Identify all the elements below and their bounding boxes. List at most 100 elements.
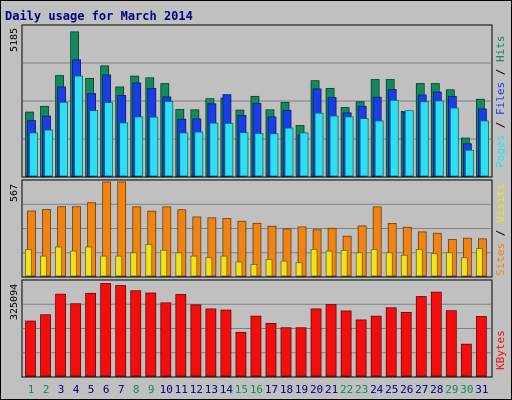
bar-sites-day-31 [475,248,483,277]
bar-kbytes-day-27 [415,296,427,377]
day-label-21: 21 [325,383,338,396]
bar-pages-day-22 [344,116,354,177]
bar-sites-day-6 [100,255,108,277]
day-label-1: 1 [28,383,35,396]
bar-kbytes-day-14 [220,309,232,377]
bar-sites-day-20 [310,249,318,277]
bar-pages-day-11 [179,132,189,177]
bar-kbytes-day-1 [25,320,36,377]
legend-separator: / [494,115,507,135]
bar-sites-day-28 [430,253,438,277]
bar-kbytes-day-17 [265,322,277,377]
day-label-16: 16 [250,383,263,396]
day-label-9: 9 [148,383,155,396]
bar-pages-day-13 [209,122,219,177]
bar-pages-day-29 [449,107,459,177]
bar-pages-day-2 [44,129,53,177]
day-label-5: 5 [88,383,95,396]
bar-sites-day-4 [70,250,77,277]
top-y-max-label: 5185 [9,28,20,52]
bar-sites-day-18 [280,260,288,277]
day-label-22: 22 [340,383,353,396]
bar-pages-day-30 [464,149,474,177]
bar-kbytes-day-30 [460,343,472,377]
bottom-legend: KBytes [494,330,507,370]
bar-kbytes-day-16 [250,315,262,377]
day-label-27: 27 [415,383,428,396]
day-label-6: 6 [103,383,110,396]
bar-pages-day-25 [389,99,399,177]
chart-title: Daily usage for March 2014 [5,9,193,23]
day-label-10: 10 [160,383,173,396]
bar-sites-day-29 [445,252,453,277]
legend-sites: Sites [494,243,507,276]
bar-pages-day-21 [329,115,339,177]
bar-pages-day-23 [359,118,369,177]
bar-sites-day-22 [340,249,348,277]
day-label-11: 11 [175,383,188,396]
bar-pages-day-18 [284,127,294,177]
legend-files: Files [494,82,507,115]
middle-y-max-label: 567 [9,184,20,202]
day-label-19: 19 [295,383,308,396]
bar-sites-day-12 [190,255,198,277]
bar-sites-day-5 [85,246,93,277]
bottom-panel-bars [25,283,487,377]
bottom-y-max-label: 325094 [9,284,20,320]
bar-sites-day-26 [400,254,408,277]
bar-sites-day-14 [220,255,228,277]
bar-kbytes-day-15 [235,331,247,377]
bar-pages-day-6 [104,102,114,177]
bar-pages-day-12 [194,131,204,177]
bar-pages-day-17 [269,133,279,177]
bar-sites-day-30 [460,257,468,277]
bar-pages-day-10 [164,101,174,177]
legend-separator: / [494,223,507,243]
middle-panel-bars [25,181,487,277]
legend-separator: / [494,62,507,82]
bar-kbytes-day-20 [310,308,322,377]
day-label-26: 26 [400,383,413,396]
day-label-3: 3 [58,383,65,396]
legend-kbytes: KBytes [494,330,507,370]
day-label-13: 13 [205,383,218,396]
bar-kbytes-day-7 [115,285,127,377]
top-legend: Pages / Files / Hits [494,36,507,169]
bar-sites-day-9 [145,244,153,277]
bar-pages-day-15 [239,132,249,177]
bar-pages-day-24 [374,120,384,177]
legend-visits: Visits [494,183,507,223]
day-label-15: 15 [235,383,248,396]
bar-pages-day-19 [299,132,309,177]
day-label-2: 2 [43,383,50,396]
legend-hits: Hits [494,36,507,63]
bar-sites-day-11 [175,252,183,277]
day-label-25: 25 [385,383,398,396]
bar-pages-day-9 [149,116,159,177]
bar-pages-day-5 [89,110,99,177]
bar-kbytes-day-21 [325,304,337,377]
bar-kbytes-day-5 [85,292,97,377]
day-label-4: 4 [73,383,80,396]
bar-pages-day-26 [404,110,414,177]
day-axis-labels: 1 2 3 4 5 6 7 8 9 10 11 12 13 14 15 16 17 18 19 20 21 22 23 24 2… [28,383,489,396]
bar-sites-day-13 [205,257,213,277]
bar-kbytes-day-13 [205,308,217,377]
day-label-28: 28 [430,383,443,396]
bar-sites-day-15 [235,261,243,277]
bar-sites-day-10 [160,249,168,277]
day-label-20: 20 [310,383,323,396]
bar-kbytes-day-8 [130,290,142,377]
day-label-14: 14 [220,383,234,396]
bar-sites-day-24 [370,249,378,277]
bar-sites-day-8 [130,252,138,277]
bar-kbytes-day-23 [355,319,367,377]
bar-sites-day-3 [55,246,62,277]
bar-pages-day-4 [74,75,83,177]
day-label-24: 24 [370,383,384,396]
day-label-8: 8 [133,383,140,396]
middle-legend: Sites / Visits [494,183,507,276]
bar-pages-day-28 [434,100,444,177]
day-label-30: 30 [460,383,473,396]
